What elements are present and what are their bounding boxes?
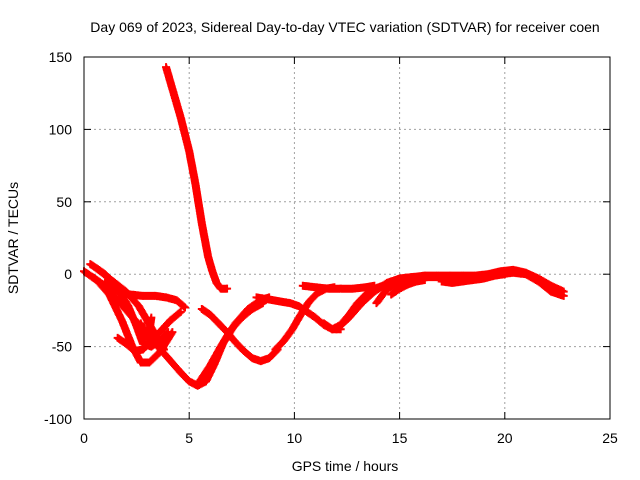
x-tick-label: 25 bbox=[602, 430, 618, 446]
interpolated-points bbox=[133, 323, 147, 347]
interpolated-points bbox=[93, 265, 115, 283]
series-pass-k bbox=[298, 281, 379, 293]
interpolated-points bbox=[185, 148, 200, 187]
interpolated-points bbox=[137, 320, 147, 332]
chart-title: Day 069 of 2023, Sidereal Day-to-day VTE… bbox=[90, 19, 599, 35]
interpolated-points bbox=[306, 290, 321, 305]
series-pass-g bbox=[197, 304, 282, 366]
y-axis-label: SDTVAR / TECUs bbox=[5, 182, 21, 294]
series-pass-o bbox=[387, 275, 429, 299]
data-point bbox=[500, 270, 509, 279]
y-tick-label: 150 bbox=[49, 49, 73, 65]
interpolated-points bbox=[217, 326, 235, 350]
interpolated-points bbox=[143, 329, 153, 341]
series-pass-a bbox=[80, 267, 177, 367]
data-point bbox=[147, 313, 156, 322]
grid-lines bbox=[84, 57, 610, 419]
data-point bbox=[223, 284, 232, 293]
interpolated-points bbox=[173, 297, 188, 311]
series-pass-h bbox=[195, 299, 267, 386]
interpolated-points bbox=[198, 221, 212, 260]
y-tick-label: 50 bbox=[56, 194, 72, 210]
series-pass-e bbox=[113, 307, 185, 355]
series-pass-d bbox=[101, 278, 189, 312]
data-point bbox=[559, 291, 568, 300]
interpolated-points bbox=[139, 326, 149, 338]
interpolated-points bbox=[140, 337, 155, 353]
y-tick-label: 100 bbox=[49, 121, 73, 137]
interpolated-points bbox=[346, 300, 365, 321]
series-pass-m bbox=[332, 273, 425, 334]
interpolated-points bbox=[191, 182, 206, 226]
interpolated-points bbox=[196, 362, 214, 384]
y-tick-label: -100 bbox=[44, 411, 72, 427]
interpolated-points bbox=[207, 311, 222, 327]
axis-ticks: 0 5 10 15 20 25 -100 -50 0 50 100 150 bbox=[44, 49, 618, 446]
interpolated-points bbox=[148, 329, 163, 344]
x-tick-label: 10 bbox=[287, 430, 303, 446]
interpolated-points bbox=[289, 312, 304, 332]
interpolated-points bbox=[535, 278, 554, 295]
interpolated-points bbox=[272, 337, 287, 353]
interpolated-points bbox=[358, 288, 378, 307]
interpolated-points bbox=[228, 314, 245, 333]
interpolated-points bbox=[207, 343, 224, 369]
interpolated-points bbox=[354, 291, 369, 307]
interpolated-points bbox=[124, 303, 140, 329]
data-point bbox=[159, 345, 168, 354]
x-tick-label: 15 bbox=[392, 430, 408, 446]
series-pass-r bbox=[437, 270, 509, 287]
interpolated-points bbox=[168, 86, 185, 121]
x-axis-label: GPS time / hours bbox=[292, 458, 399, 474]
y-tick-label: 0 bbox=[64, 266, 72, 282]
data-point bbox=[180, 303, 189, 312]
interpolated-points bbox=[177, 369, 193, 385]
series-pass-j bbox=[271, 283, 339, 354]
interpolated-points bbox=[146, 349, 163, 366]
interpolated-points bbox=[156, 317, 174, 335]
interpolated-points bbox=[105, 291, 126, 324]
y-tick-label: -50 bbox=[52, 339, 72, 355]
interpolated-points bbox=[241, 348, 256, 362]
data-points bbox=[80, 63, 568, 390]
interpolated-points bbox=[162, 64, 176, 92]
interpolated-points bbox=[93, 277, 113, 298]
series-pass-steep bbox=[162, 63, 232, 293]
data-point bbox=[176, 307, 185, 316]
data-point bbox=[164, 328, 173, 337]
interpolated-points bbox=[232, 339, 247, 354]
x-tick-label: 0 bbox=[80, 430, 88, 446]
plot-frame bbox=[83, 56, 611, 420]
interpolated-points bbox=[177, 115, 193, 154]
series-pass-f bbox=[136, 313, 156, 342]
interpolated-points bbox=[333, 314, 352, 333]
interpolated-points bbox=[165, 355, 184, 376]
interpolated-points bbox=[135, 303, 151, 324]
x-tick-label: 20 bbox=[497, 430, 513, 446]
x-tick-label: 5 bbox=[185, 430, 193, 446]
